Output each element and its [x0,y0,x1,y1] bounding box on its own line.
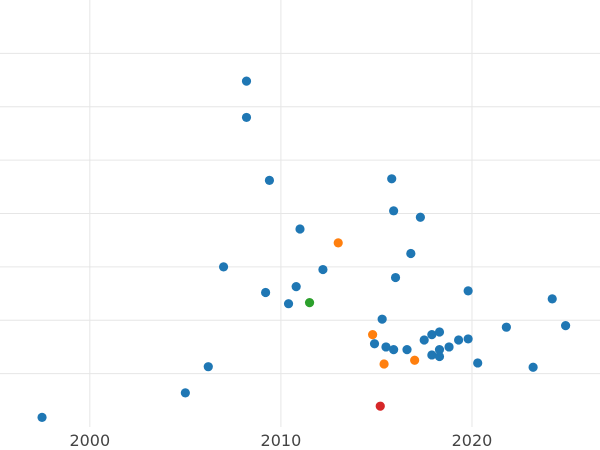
data-point-27 [415,212,425,222]
data-point-38 [473,358,483,368]
data-point-4 [241,76,252,86]
x-tick-label-0: 2000 [69,431,110,450]
data-point-2 [203,362,213,372]
data-point-25 [406,248,416,259]
data-point-21 [379,359,389,369]
data-point-11 [304,298,315,308]
data-point-13 [333,238,343,248]
data-point-14 [368,330,378,340]
data-point-5 [241,112,252,123]
data-point-16 [375,401,385,411]
data-point-1 [180,388,190,398]
data-point-18 [381,342,391,352]
data-point-6 [261,287,271,298]
data-point-32 [434,345,445,355]
x-tick-label-1: 2010 [261,431,302,450]
x-tick-label-2: 2020 [452,431,493,450]
data-point-30 [427,350,437,360]
data-point-17 [377,314,387,324]
data-point-41 [547,294,557,304]
data-point-3 [218,262,229,272]
y-gridlines [0,52,600,375]
data-point-15 [369,339,380,349]
data-point-20 [402,345,412,355]
data-point-31 [434,327,445,337]
data-point-33 [434,351,445,362]
data-point-37 [463,334,473,344]
x-tick-labels: 2000 2010 2020 [69,431,492,450]
data-point-0 [37,412,47,422]
data-point-34 [444,342,454,352]
data-point-36 [463,286,473,296]
data-point-28 [419,335,429,345]
data-point-23 [389,206,399,216]
data-point-22 [387,174,397,184]
data-point-8 [283,299,294,309]
data-points [37,76,571,422]
data-point-9 [291,282,301,292]
data-point-12 [318,264,328,275]
data-point-29 [427,330,437,340]
data-point-19 [389,345,399,355]
data-point-35 [453,335,464,345]
x-gridlines [89,0,473,427]
data-point-39 [501,322,511,332]
data-point-24 [390,272,401,283]
data-point-40 [528,362,538,372]
data-point-26 [410,355,420,365]
data-point-42 [561,320,571,331]
data-point-7 [264,175,275,186]
data-point-10 [295,224,305,234]
